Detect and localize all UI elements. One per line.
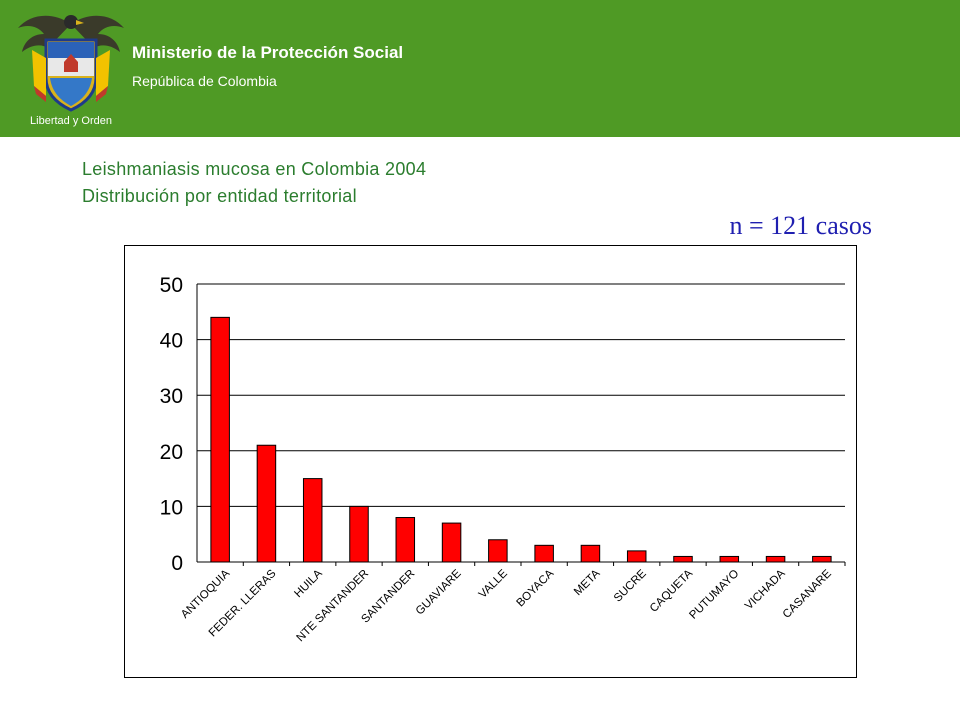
case-count: n = 121 casos	[729, 211, 872, 240]
bar	[673, 555, 693, 563]
chart-subtitle: Distribución por entidad territorial	[82, 186, 357, 206]
bar	[534, 544, 554, 563]
bar	[719, 555, 740, 563]
bar	[626, 550, 647, 563]
bar	[765, 555, 786, 563]
svg-text:Libertad y Orden: Libertad y Orden	[30, 115, 112, 127]
chart-frame: 0 10 20 30 40 50 ANTIOQUIA FEDER. LLERAS HUILA NT…	[124, 245, 857, 678]
bar	[302, 478, 323, 563]
x-category-label: PUTUMAYO	[687, 568, 741, 622]
bar	[210, 316, 230, 563]
coat-of-arms-logo: Libertad y Orden	[18, 15, 124, 127]
x-category-label: VICHADA	[743, 567, 788, 612]
x-category-label: HUILA	[292, 567, 325, 600]
bar	[441, 522, 462, 563]
bar	[349, 505, 369, 563]
bar	[580, 544, 601, 563]
republic-name: República de Colombia	[132, 73, 277, 89]
x-category-label: SUCRE	[612, 567, 649, 604]
y-tick-label: 30	[160, 385, 183, 408]
x-category-label: CASANARE	[781, 567, 834, 620]
y-tick-label: 0	[171, 552, 183, 575]
x-category-label: GUAVIARE	[414, 567, 464, 617]
x-category-label: CAQUETA	[648, 567, 695, 614]
y-tick-label: 50	[160, 274, 183, 297]
y-tick-label: 20	[160, 441, 183, 464]
x-category-label: VALLE	[477, 567, 510, 600]
bar	[395, 517, 416, 563]
y-tick-label: 10	[160, 496, 183, 519]
bar	[256, 444, 277, 563]
header-bar: Libertad y Orden Ministerio de la Protec…	[0, 0, 960, 137]
x-category-label: META	[572, 567, 603, 598]
ministry-name: Ministerio de la Protección Social	[132, 43, 404, 62]
y-tick-label: 40	[160, 330, 183, 353]
chart-title: Leishmaniasis mucosa en Colombia 2004	[82, 159, 427, 179]
x-category-label: BOYACA	[514, 567, 556, 609]
bar	[488, 539, 508, 563]
bar	[812, 555, 832, 563]
